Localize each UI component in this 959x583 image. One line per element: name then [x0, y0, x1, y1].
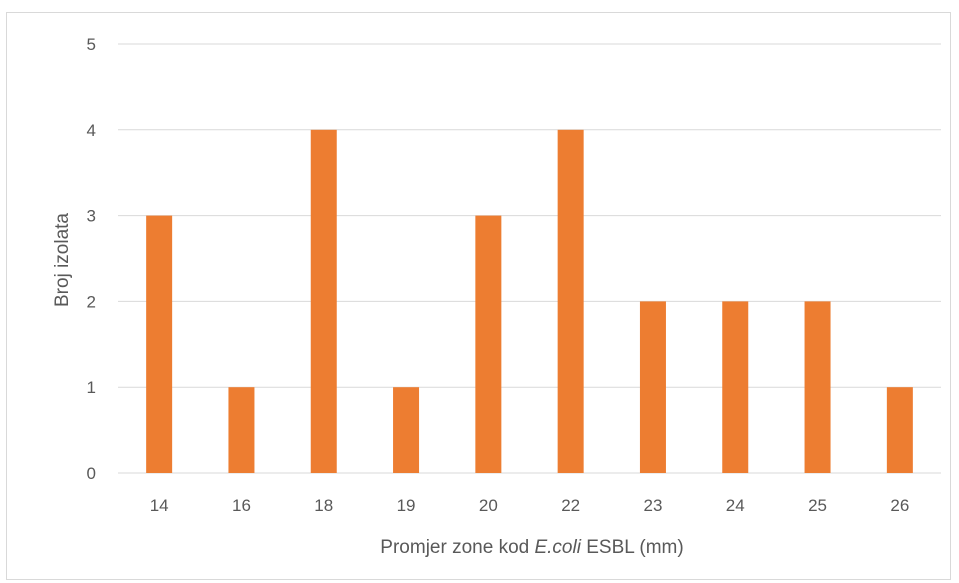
y-tick-labels: 0 1 2 3 4 5 — [87, 35, 96, 483]
bar-19 — [393, 387, 420, 473]
bar-14 — [146, 215, 173, 473]
x-tick-label: 14 — [150, 496, 169, 515]
x-tick-label: 18 — [314, 496, 333, 515]
y-tick-label: 1 — [87, 378, 96, 397]
x-tick-labels: 14 16 18 19 20 22 23 24 25 26 — [150, 496, 910, 515]
x-tick-label: 26 — [890, 496, 909, 515]
y-tick-label: 4 — [87, 121, 96, 140]
y-tick-label: 0 — [87, 464, 96, 483]
bar-25 — [804, 301, 831, 473]
bar-23 — [639, 301, 666, 473]
x-axis-title-part: Promjer zone kod — [380, 537, 534, 558]
bar-16 — [228, 387, 255, 473]
bar-18 — [310, 129, 337, 474]
bar-26 — [886, 387, 913, 473]
bar-22 — [557, 129, 584, 474]
y-tick-label: 3 — [87, 207, 96, 226]
x-tick-label: 19 — [397, 496, 416, 515]
x-tick-label: 22 — [561, 496, 580, 515]
y-tick-label: 2 — [87, 292, 96, 311]
x-tick-label: 23 — [643, 496, 662, 515]
x-axis-title: Promjer zone kod E.coli ESBL (mm) — [380, 537, 683, 558]
y-tick-label: 5 — [87, 35, 96, 54]
y-axis-title: Broj izolata — [52, 213, 73, 307]
bars — [146, 129, 913, 474]
x-tick-label: 16 — [232, 496, 251, 515]
x-axis-title-part: E.coli — [534, 537, 581, 558]
bar-24 — [722, 301, 749, 473]
bar-20 — [475, 215, 502, 473]
x-tick-label: 24 — [726, 496, 745, 515]
x-tick-label: 20 — [479, 496, 498, 515]
x-axis-title-part: ESBL (mm) — [581, 537, 684, 558]
x-tick-label: 25 — [808, 496, 827, 515]
grid-lines — [118, 43, 941, 474]
